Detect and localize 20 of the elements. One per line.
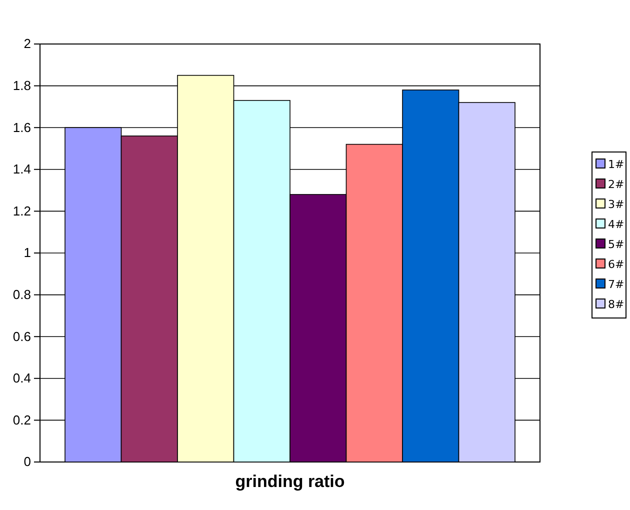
y-tick-label: 0 <box>24 454 31 470</box>
y-tick-label: 1 <box>24 245 31 260</box>
legend-label: 2# <box>608 178 624 191</box>
legend-label: 3# <box>608 198 624 211</box>
y-tick-label: 1.6 <box>12 120 31 135</box>
legend-label: 7# <box>608 278 624 291</box>
legend-label: 6# <box>608 258 624 271</box>
y-tick-label: 0.4 <box>12 370 31 386</box>
x-tick-label: grinding ratio <box>235 472 345 492</box>
y-tick-label: 0.6 <box>12 328 31 344</box>
legend-label: 1# <box>608 158 624 171</box>
legend-label: 5# <box>608 238 624 251</box>
legend-label: 4# <box>608 218 624 231</box>
y-tick-label: 0.2 <box>12 412 31 428</box>
y-tick-label: 1.4 <box>12 162 31 177</box>
y-tick-label: 1.2 <box>12 203 31 218</box>
y-tick-label: 0.8 <box>12 286 31 302</box>
y-tick-label: 2 <box>24 36 31 52</box>
y-tick-label: 1.8 <box>12 78 31 93</box>
legend-label: 8# <box>608 298 624 311</box>
